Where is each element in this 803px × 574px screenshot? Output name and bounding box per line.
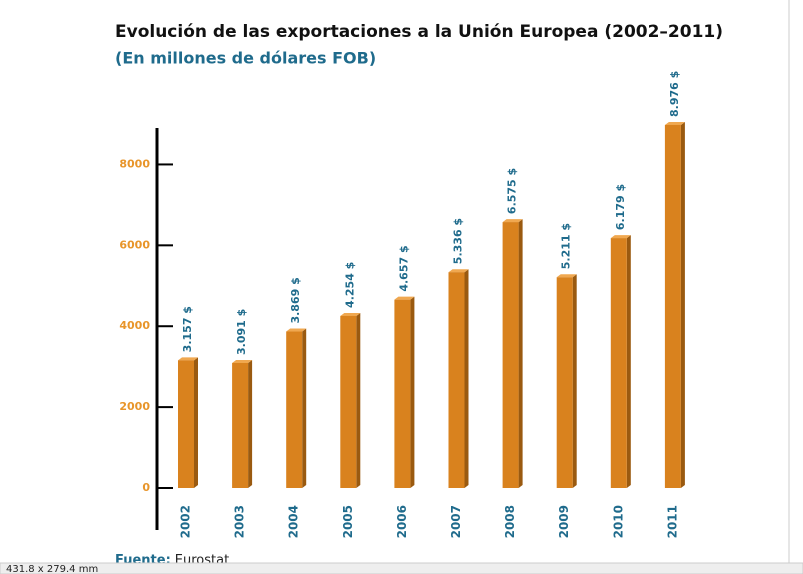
bar	[178, 360, 194, 488]
x-tick-label: 2006	[395, 505, 409, 538]
bar-top	[394, 296, 415, 300]
y-tick-label: 0	[142, 481, 150, 494]
bar-top	[340, 312, 361, 316]
x-tick-label: 2005	[341, 505, 355, 538]
value-label: 3.157 $	[181, 306, 194, 352]
bar-top	[286, 328, 307, 332]
bar-top	[232, 359, 253, 363]
value-label: 6.575 $	[506, 168, 519, 214]
bar-side	[518, 219, 523, 489]
bar	[232, 362, 249, 488]
value-label: 8.976 $	[668, 71, 681, 117]
value-label: 5.336 $	[452, 218, 465, 264]
value-label: 4.254 $	[343, 262, 356, 308]
bar-side	[194, 357, 198, 488]
y-tick-label: 6000	[119, 238, 150, 251]
y-tick-label: 8000	[119, 157, 150, 170]
value-label: 6.179 $	[614, 184, 627, 230]
bar	[286, 331, 303, 488]
status-size: 431.8 x 279.4 mm	[6, 564, 98, 574]
bar-top	[178, 357, 198, 361]
bar-side	[626, 235, 631, 488]
x-tick-label: 2008	[503, 505, 517, 538]
bar-side	[356, 312, 361, 488]
y-tick-label: 2000	[119, 400, 150, 413]
x-tick-label: 2010	[611, 505, 625, 538]
x-tick-label: 2002	[179, 505, 193, 538]
bar-side	[680, 121, 685, 488]
value-label: 3.869 $	[289, 277, 302, 323]
bar-side	[464, 269, 469, 488]
x-tick-label: 2003	[233, 505, 247, 538]
bar-top	[556, 274, 577, 278]
bar-top	[448, 269, 469, 273]
bar-side	[410, 296, 415, 488]
x-tick-label: 2011	[665, 505, 679, 538]
x-tick-label: 2004	[287, 505, 301, 538]
bar	[394, 299, 411, 488]
bar-top	[610, 235, 631, 239]
bar	[556, 277, 573, 488]
chart-subtitle: (En millones de dólares FOB)	[115, 49, 376, 68]
bar	[340, 315, 357, 488]
bar	[448, 272, 465, 488]
x-tick-label: 2007	[449, 505, 463, 538]
value-label: 4.657 $	[397, 245, 410, 291]
bar	[664, 124, 681, 488]
value-label: 3.091 $	[235, 309, 248, 355]
bar-side	[248, 359, 253, 488]
bar	[502, 222, 519, 489]
bar-side	[302, 328, 307, 488]
value-label: 5.211 $	[560, 223, 573, 269]
bar-top	[664, 121, 685, 125]
y-tick-label: 4000	[119, 319, 150, 332]
bar	[610, 238, 627, 488]
bar-top	[502, 219, 523, 223]
bar-side	[572, 274, 577, 488]
status-bar	[0, 562, 803, 574]
x-tick-label: 2009	[557, 505, 571, 538]
chart-title: Evolución de las exportaciones a la Unió…	[115, 22, 723, 42]
